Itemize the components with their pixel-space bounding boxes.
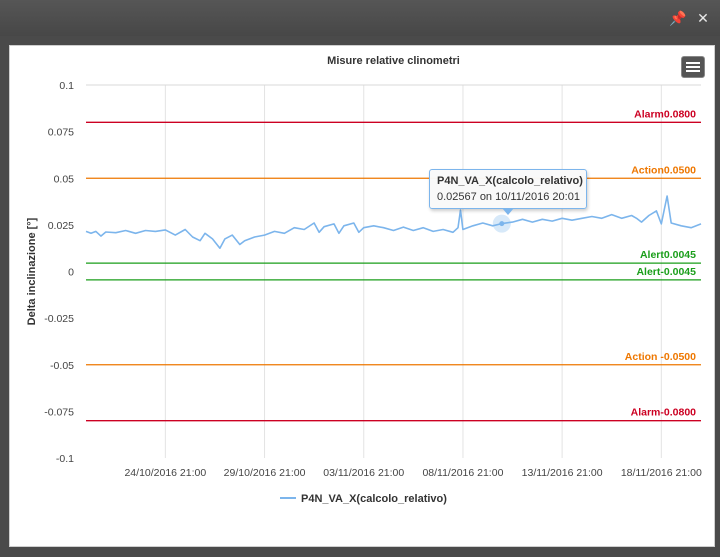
menu-icon[interactable] (681, 56, 705, 78)
window-titlebar: 📌 ✕ (0, 0, 720, 36)
y-tick-label: 0 (68, 267, 74, 279)
y-axis-label: Delta inclinazione [°] (26, 217, 38, 325)
x-tick-label: 13/11/2016 21:00 (522, 467, 603, 479)
y-tick-label: -0.025 (44, 313, 74, 325)
threshold-label: Alert-0.0045 (636, 266, 696, 278)
tooltip-arrow (502, 208, 514, 215)
chart-title: Misure relative clinometri (327, 55, 460, 67)
y-tick-label: 0.1 (59, 80, 74, 92)
x-tick-label: 03/11/2016 21:00 (323, 467, 404, 479)
y-tick-label: -0.075 (44, 406, 74, 418)
y-tick-label: -0.1 (56, 453, 74, 465)
point-tooltip: P4N_VA_X(calcolo_relativo) 0.02567 on 10… (429, 169, 587, 215)
y-tick-label: -0.05 (50, 360, 74, 372)
threshold-label: Action -0.0500 (625, 351, 696, 363)
x-tick-label: 08/11/2016 21:00 (422, 467, 503, 479)
close-icon[interactable]: ✕ (697, 10, 709, 26)
tooltip-value: 0.02567 on 10/11/2016 20:01 (437, 191, 580, 203)
threshold-label: Alarm0.0800 (634, 108, 696, 120)
pin-icon[interactable]: 📌 (669, 10, 687, 26)
threshold-label: Alert0.0045 (640, 249, 696, 261)
y-tick-label: 0.05 (54, 173, 75, 185)
chart-panel: Misure relative clinometri 24/10/2016 21:… (9, 45, 715, 547)
legend-item: P4N_VA_X(calcolo_relativo) (301, 493, 447, 505)
y-tick-label: 0.075 (48, 127, 74, 139)
chart-svg: Misure relative clinometri 24/10/2016 21:… (26, 55, 702, 505)
x-tick-label: 29/10/2016 21:00 (224, 467, 306, 479)
tooltip-series-name: P4N_VA_X(calcolo_relativo) (437, 175, 583, 187)
x-tick-label: 18/11/2016 21:00 (621, 467, 702, 479)
threshold-label: Action0.0500 (631, 164, 696, 176)
series-line (85, 195, 702, 249)
y-tick-label: 0.025 (48, 220, 74, 232)
hover-point (499, 221, 505, 227)
x-tick-label: 24/10/2016 21:00 (124, 467, 206, 479)
threshold-label: Alarm-0.0800 (631, 407, 697, 419)
